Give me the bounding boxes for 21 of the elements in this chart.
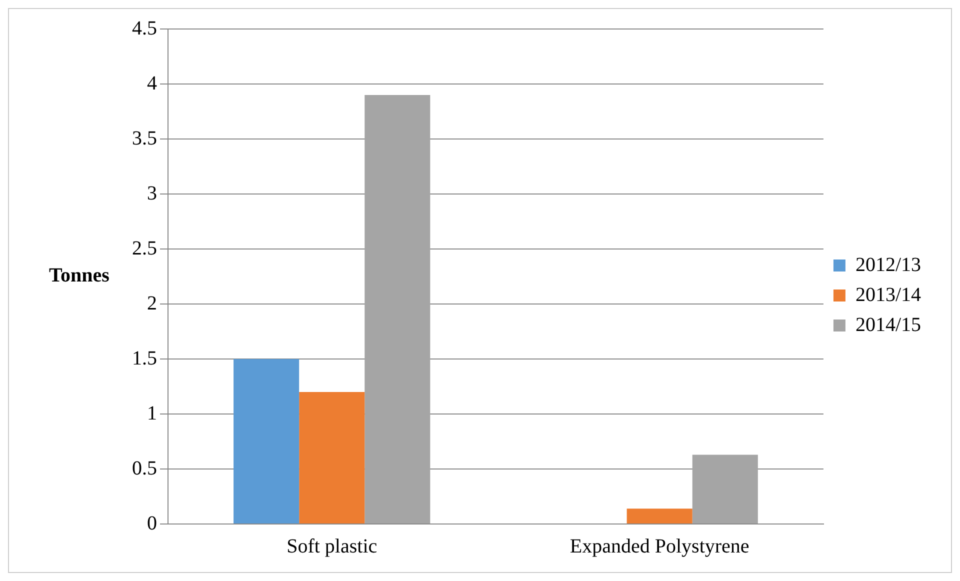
y-tick-label: 4.5 (132, 17, 157, 40)
legend-label: 2013/14 (855, 284, 922, 306)
y-tick-label: 2.5 (132, 237, 157, 260)
bar (234, 359, 300, 524)
y-tick-label: 2 (147, 292, 157, 314)
y-tick-label: 0 (147, 512, 157, 534)
x-tick-label: Soft plastic (286, 535, 378, 558)
y-tick-label: 3.5 (132, 127, 157, 150)
bar (626, 508, 692, 524)
legend-label: 2012/13 (855, 254, 922, 276)
y-tick-label: 3 (147, 182, 157, 204)
x-tick-label: Expanded Polystyrene (570, 535, 750, 558)
bar (299, 392, 365, 524)
bar (692, 454, 758, 524)
y-tick-label: 1.5 (132, 347, 157, 370)
y-tick-label: 4 (147, 72, 157, 94)
y-tick-label: 1 (147, 402, 157, 424)
y-tick-label: 0.5 (132, 457, 157, 480)
bar (364, 95, 430, 524)
y-axis-title: Tonnes (49, 264, 110, 287)
legend-label: 2014/15 (855, 314, 922, 336)
